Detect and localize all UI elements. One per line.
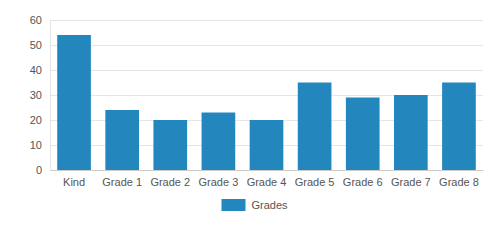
- grid-line: [50, 45, 483, 46]
- x-tick-label: Grade 5: [295, 176, 335, 188]
- x-tick: Grade 3: [199, 170, 239, 188]
- legend: Grades: [222, 199, 289, 211]
- bars: [57, 35, 476, 170]
- legend-label: Grades: [252, 199, 289, 211]
- x-tick: Grade 8: [439, 170, 479, 188]
- y-tick-label: 50: [30, 39, 42, 51]
- bar: [298, 83, 332, 171]
- x-tick: Kind: [63, 170, 85, 188]
- x-tick-label: Grade 3: [199, 176, 239, 188]
- bar: [153, 120, 187, 170]
- x-tick-label: Grade 6: [343, 176, 383, 188]
- y-axis-line: [50, 21, 51, 171]
- y-tick-label: 60: [30, 14, 42, 26]
- y-tick-label: 40: [30, 64, 42, 76]
- bar: [442, 83, 476, 171]
- y-tick-label: 10: [30, 139, 42, 151]
- chart: 0 10 20 30 40 50 60 Kind Grade 1 Grade 2 Grade 3 Gr…: [0, 0, 503, 228]
- x-tick: Grade 4: [247, 170, 287, 188]
- x-tick: Grade 6: [343, 170, 383, 188]
- y-tick: 40: [30, 64, 50, 76]
- x-tick-label: Kind: [63, 176, 85, 188]
- grid-line: [50, 70, 483, 71]
- y-tick: 0: [36, 164, 50, 176]
- bar: [105, 110, 139, 170]
- x-tick-label: Grade 4: [247, 176, 287, 188]
- y-tick: 10: [30, 139, 50, 151]
- grid-line: [50, 20, 483, 21]
- x-tick-label: Grade 2: [150, 176, 190, 188]
- y-tick-label: 30: [30, 89, 42, 101]
- bar: [57, 35, 91, 170]
- y-tick: 50: [30, 39, 50, 51]
- x-axis: Kind Grade 1 Grade 2 Grade 3 Grade 4 Grade 5 G…: [51, 170, 484, 188]
- y-tick: 30: [30, 89, 50, 101]
- x-tick: Grade 2: [150, 170, 190, 188]
- x-tick: Grade 7: [391, 170, 431, 188]
- y-tick: 20: [30, 114, 50, 126]
- bar: [394, 95, 428, 170]
- y-tick-label: 0: [36, 164, 42, 176]
- bar: [346, 98, 380, 171]
- y-tick-label: 20: [30, 114, 42, 126]
- x-axis-line: [51, 170, 484, 171]
- x-tick-label: Grade 8: [439, 176, 479, 188]
- x-tick-label: Grade 7: [391, 176, 431, 188]
- bar: [202, 113, 236, 171]
- y-tick: 60: [30, 14, 50, 26]
- x-tick-label: Grade 1: [102, 176, 142, 188]
- y-axis: 0 10 20 30 40 50 60: [30, 14, 51, 176]
- legend-swatch: [222, 199, 246, 211]
- x-tick: Grade 1: [102, 170, 142, 188]
- bar: [250, 120, 284, 170]
- x-tick: Grade 5: [295, 170, 335, 188]
- grid: [50, 20, 483, 170]
